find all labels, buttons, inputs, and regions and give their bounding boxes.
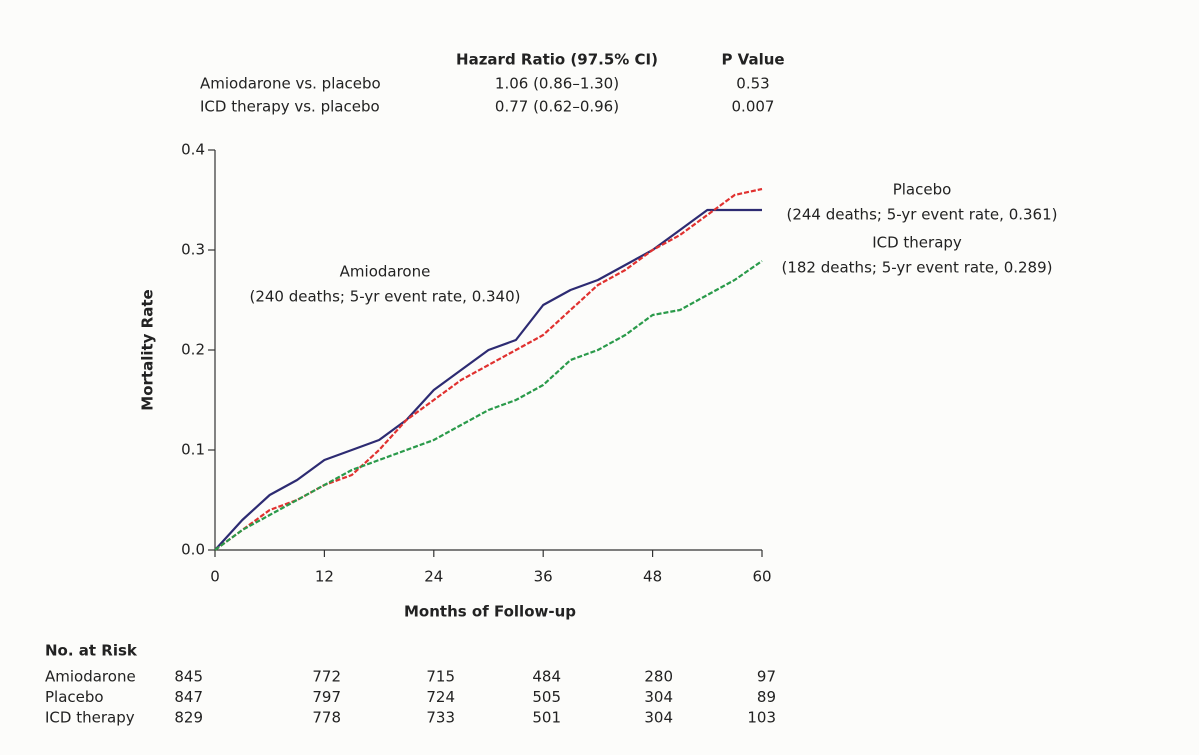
risk-cell: 280	[644, 668, 673, 686]
risk-row-label: Amiodarone	[45, 668, 136, 686]
risk-cell: 829	[174, 709, 203, 727]
risk-cell: 772	[312, 668, 341, 686]
x-tick-label: 48	[643, 568, 662, 586]
y-tick-label: 0.3	[181, 241, 205, 259]
y-tick-label: 0.0	[181, 541, 205, 559]
row-label: Amiodarone vs. placebo	[200, 75, 381, 93]
table-cell: 0.53	[736, 75, 769, 93]
series-annotation: Amiodarone	[340, 263, 431, 281]
y-tick-label: 0.1	[181, 441, 205, 459]
series-annotation: Placebo	[893, 181, 952, 199]
risk-row-label: Placebo	[45, 688, 104, 706]
y-tick-label: 0.4	[181, 141, 205, 159]
x-tick-label: 60	[752, 568, 771, 586]
table-header: P Value	[721, 51, 784, 69]
series-annotation: (182 deaths; 5-yr event rate, 0.289)	[781, 259, 1052, 277]
x-tick-label: 24	[424, 568, 443, 586]
risk-cell: 715	[426, 668, 455, 686]
risk-cell: 797	[312, 688, 341, 706]
x-axis-label: Months of Follow-up	[404, 603, 576, 621]
y-axis-label: Mortality Rate	[139, 289, 157, 410]
risk-cell: 304	[644, 709, 673, 727]
table-cell: 0.77 (0.62–0.96)	[495, 98, 619, 116]
row-label: ICD therapy vs. placebo	[200, 98, 380, 116]
y-tick-label: 0.2	[181, 341, 205, 359]
table-cell: 0.007	[732, 98, 775, 116]
table-cell: 1.06 (0.86–1.30)	[495, 75, 619, 93]
risk-cell: 97	[757, 668, 776, 686]
risk-cell: 778	[312, 709, 341, 727]
risk-cell: 845	[174, 668, 203, 686]
line-series	[214, 260, 763, 551]
risk-cell: 484	[532, 668, 561, 686]
series-annotation: (244 deaths; 5-yr event rate, 0.361)	[786, 206, 1057, 224]
risk-cell: 505	[532, 688, 561, 706]
series-annotation: (240 deaths; 5-yr event rate, 0.340)	[249, 288, 520, 306]
risk-cell: 724	[426, 688, 455, 706]
risk-cell: 103	[747, 709, 776, 727]
table-header: Hazard Ratio (97.5% CI)	[456, 51, 658, 69]
x-tick-label: 12	[315, 568, 334, 586]
x-tick-label: 36	[534, 568, 553, 586]
risk-row-label: ICD therapy	[45, 709, 135, 727]
risk-cell: 733	[426, 709, 455, 727]
risk-cell: 89	[757, 688, 776, 706]
risk-cell: 501	[532, 709, 561, 727]
risk-cell: 304	[644, 688, 673, 706]
risk-cell: 847	[174, 688, 203, 706]
x-tick-label: 0	[210, 568, 220, 586]
risk-title: No. at Risk	[45, 642, 138, 660]
line-series	[214, 208, 762, 551]
series-annotation: ICD therapy	[872, 234, 962, 252]
